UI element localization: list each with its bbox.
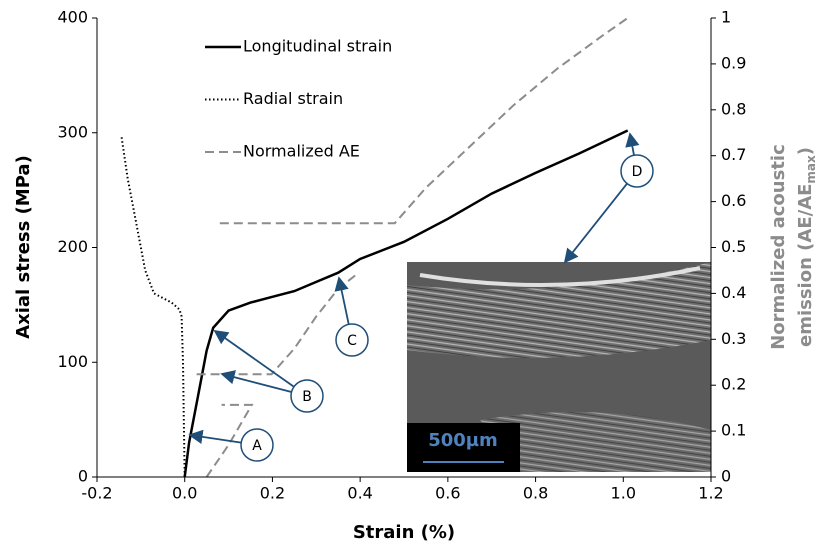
x-tick-label: 0.0 [172,484,197,503]
inset-photo: 500µm [407,262,711,472]
y2-tick-label: 1 [721,8,731,27]
y2-tick-label: 0.2 [721,375,746,394]
annotation-label: B [302,389,312,405]
annotation-label: C [347,333,357,349]
series-line [122,137,185,477]
y-tick-label: 100 [57,352,88,371]
y-tick-label: 300 [57,122,88,141]
annotation-arrow [215,331,294,387]
x-tick-label: 0.4 [347,484,372,503]
y2-tick-label: 0.4 [721,283,746,302]
y2-tick-label: 0.3 [721,329,746,348]
x-tick-label: -0.2 [81,484,112,503]
y2-title-sub: max [804,155,818,184]
y2-axis-title: Normalized acoustic [768,144,789,350]
legend-label: Normalized AE [243,142,360,161]
y-axis-title: Axial stress (MPa) [13,155,34,339]
annotation-label: A [252,438,262,454]
legend-label: Radial strain [243,89,343,108]
y2-tick-label: 0.5 [721,237,746,256]
x-tick-label: 0.8 [523,484,548,503]
x-tick-label: 1.2 [698,484,723,503]
annotation-arrow [565,184,627,262]
x-tick-label: 0.6 [435,484,460,503]
y-tick-label: 400 [57,8,88,27]
y2-tick-label: 0.8 [721,99,746,118]
y2-tick-label: 0.1 [721,421,746,440]
x-tick-label: 0.2 [260,484,285,503]
annotation-label: D [632,164,643,180]
annotation-arrow [630,134,634,155]
y2-title-part: emission (AE/AE [795,184,816,347]
x-tick-label: 1.0 [611,484,636,503]
y-tick-label: 200 [57,237,88,256]
legend-label: Longitudinal strain [243,37,392,56]
chart: 500µm Axial stress (MPa) Strain (%) Norm… [0,0,829,548]
y2-tick-label: 0.6 [721,191,746,210]
y2-tick-label: 0.9 [721,53,746,72]
y2-tick-label: 0.7 [721,145,746,164]
scale-label: 500µm [428,430,498,451]
y2-axis-title: emission (AE/AEmax) [795,147,818,347]
y2-title-part: ) [795,147,816,155]
x-axis-title: Strain (%) [353,522,455,543]
